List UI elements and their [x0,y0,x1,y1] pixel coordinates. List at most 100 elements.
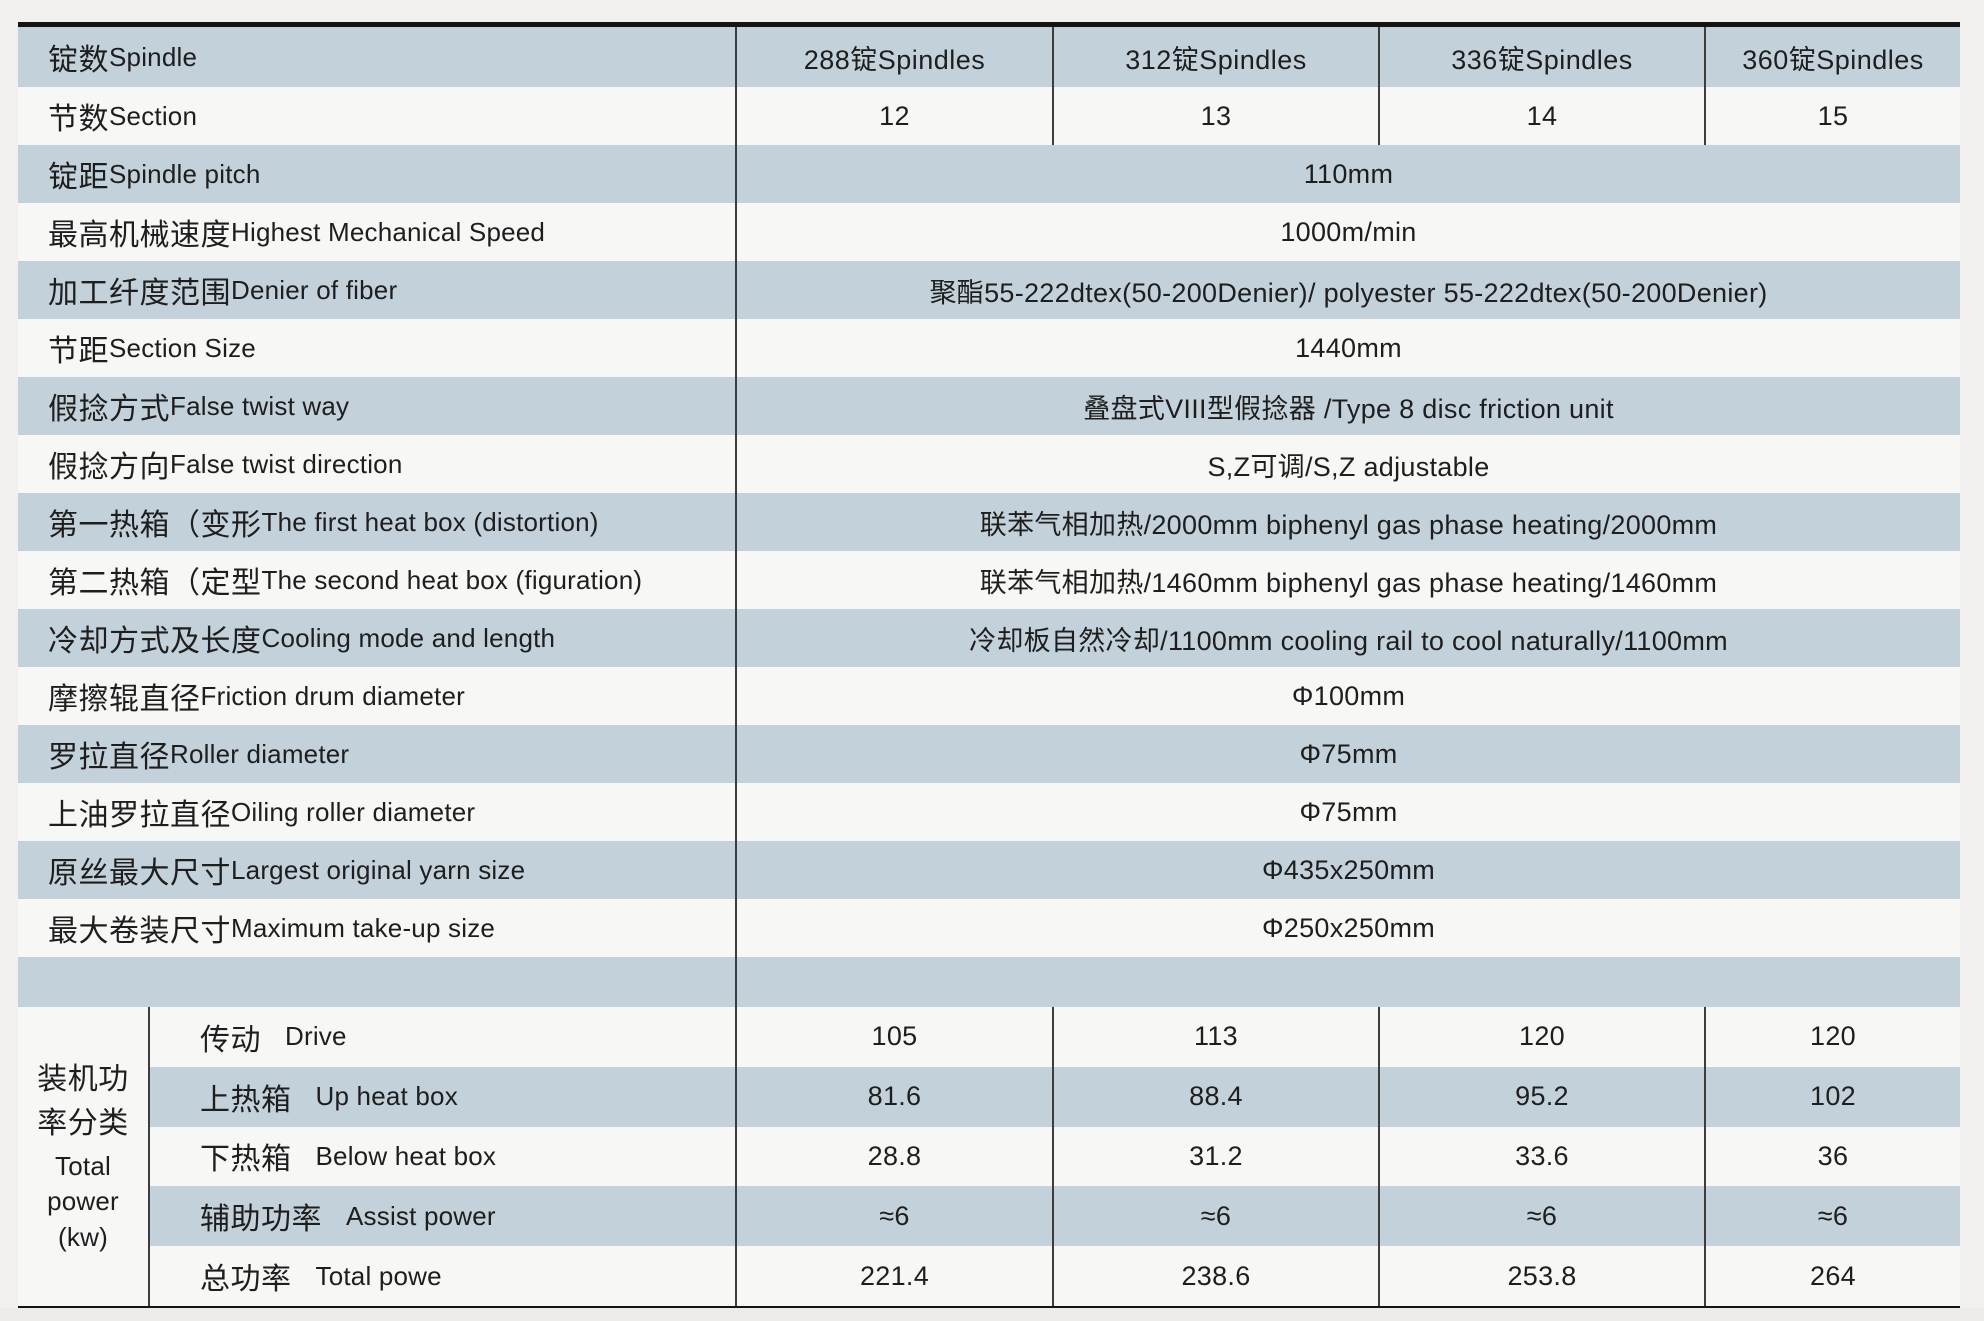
power-label-en: Up heat box [315,1081,458,1112]
spec-label-zh: 锭距 [48,161,109,194]
spec-label-zh: 第二热箱（定型 [48,567,262,600]
spec-label-zh: 加工纤度范围 [48,277,231,310]
spec-label-en: Roller diameter [170,738,350,769]
spec-label-en: The second heat box (figuration) [261,564,643,595]
power-row-label-up-heat-box: 上热箱 Up heat box [148,1066,735,1127]
spec-value: 1440mm [735,319,1960,377]
power-value: 105 [735,1007,1052,1067]
spec-label-zh: 罗拉直径 [48,741,170,774]
spec-label-en: Section Size [109,332,256,363]
spec-value: 1000m/min [735,203,1960,261]
column-header-288: 288锭Spindles [735,27,1052,87]
spec-label: 最大卷装尺寸 Maximum take-up size [18,899,735,957]
spec-value: S,Z可调/S,Z adjustable [735,435,1960,493]
power-value: 253.8 [1378,1246,1704,1306]
power-value: ≈6 [735,1186,1052,1247]
spec-label: 上油罗拉直径 Oiling roller diameter [18,783,735,841]
spec-label-zh: 摩擦辊直径 [48,683,201,716]
spec-label-en: Maximum take-up size [231,912,496,943]
spec-value: Φ100mm [735,667,1960,725]
spacer-row [18,957,1960,1007]
power-value: ≈6 [1052,1186,1378,1247]
spec-value: Φ250x250mm [735,899,1960,957]
section-row-label: 节数 Section [18,87,735,145]
power-value: 238.6 [1052,1246,1378,1306]
section-count-row: 节数 Section 12 13 14 15 [18,87,1960,145]
spec-row-mechanical-speed: 最高机械速度 Highest Mechanical Speed 1000m/min [18,203,1960,261]
spec-row-denier-of-fiber: 加工纤度范围 Denier of fiber 聚酯55-222dtex(50-20… [18,261,1960,319]
power-value: 28.8 [735,1126,1052,1187]
spec-label-en: Largest original yarn size [231,854,526,885]
power-value: 95.2 [1378,1066,1704,1127]
column-header-360: 360锭Spindles [1704,27,1960,87]
spec-row-section-size: 节距 Section Size 1440mm [18,319,1960,377]
spec-label-zh: 假捻方向 [48,451,170,484]
spec-value: Φ75mm [735,783,1960,841]
power-value: 102 [1704,1066,1960,1127]
total-power-header: 装机功率分类 Total power (kw) [18,1007,148,1306]
spec-row-second-heat-box: 第二热箱（定型 The second heat box (figuration) … [18,551,1960,609]
total-power-header-en: Total power (kw) [47,1151,119,1252]
power-label-en: Assist power [346,1200,496,1231]
power-row-label-total-power: 总功率 Total powe [148,1246,735,1306]
section-label-zh: 节数 [48,103,109,136]
spec-label-zh: 第一热箱（变形 [48,509,262,542]
spec-value: 聚酯55-222dtex(50-200Denier)/ polyester 55… [735,261,1960,319]
spec-label: 第二热箱（定型 The second heat box (figuration) [18,551,735,609]
power-row-label-assist-power: 辅助功率 Assist power [148,1186,735,1247]
spec-label-zh: 节距 [48,335,109,368]
power-value: 88.4 [1052,1066,1378,1127]
power-value: 264 [1704,1246,1960,1306]
spec-label-en: Spindle pitch [109,158,261,189]
spec-label-en: Highest Mechanical Speed [231,216,546,247]
column-header-312: 312锭Spindles [1052,27,1378,87]
spec-value: 联苯气相加热/2000mm biphenyl gas phase heating… [735,493,1960,551]
spec-row-false-twist-direction: 假捻方向 False twist direction S,Z可调/S,Z adju… [18,435,1960,493]
power-label-en: Below heat box [315,1140,497,1171]
spacer-cell [735,957,1960,1007]
power-value: 113 [1052,1007,1378,1067]
section-value-312: 13 [1052,87,1378,145]
column-header-336: 336锭Spindles [1378,27,1704,87]
spec-label: 锭距 Spindle pitch [18,145,735,203]
spec-value: 叠盘式VIII型假捻器 /Type 8 disc friction unit [735,377,1960,435]
spec-row-first-heat-box: 第一热箱（变形 The first heat box (distortion) 联… [18,493,1960,551]
spec-row-friction-drum-diameter: 摩擦辊直径 Friction drum diameter Φ100mm [18,667,1960,725]
spec-label-zh: 最大卷装尺寸 [48,915,231,948]
spec-label-zh: 最高机械速度 [48,219,231,252]
power-row-label-below-heat-box: 下热箱 Below heat box [148,1126,735,1187]
section-label-en: Section [109,100,198,131]
spec-label-en: False twist direction [170,448,403,479]
spec-label-en: False twist way [170,390,350,421]
power-value: 120 [1704,1007,1960,1067]
spec-label: 原丝最大尺寸 Largest original yarn size [18,841,735,899]
spec-value: 110mm [735,145,1960,203]
spec-row-false-twist-way: 假捻方式 False twist way 叠盘式VIII型假捻器 /Type 8 … [18,377,1960,435]
spec-label-en: Cooling mode and length [261,622,556,653]
spec-row-largest-yarn-size: 原丝最大尺寸 Largest original yarn size Φ435x25… [18,841,1960,899]
section-value-360: 15 [1704,87,1960,145]
spec-value: Φ75mm [735,725,1960,783]
power-label-zh: 辅助功率 [200,1203,322,1237]
spindle-label-zh: 锭数 [48,44,109,77]
power-label-en: Total powe [315,1260,442,1291]
spec-value: 联苯气相加热/1460mm biphenyl gas phase heating… [735,551,1960,609]
power-label-zh: 上热箱 [200,1083,292,1117]
spec-label: 节距 Section Size [18,319,735,377]
spec-label-en: Oiling roller diameter [231,796,476,827]
spec-row-oiling-roller-diameter: 上油罗拉直径 Oiling roller diameter Φ75mm [18,783,1960,841]
power-value: 81.6 [735,1066,1052,1127]
spec-row-roller-diameter: 罗拉直径 Roller diameter Φ75mm [18,725,1960,783]
spec-label: 最高机械速度 Highest Mechanical Speed [18,203,735,261]
power-label-zh: 下热箱 [200,1143,292,1177]
power-label-zh: 总功率 [200,1263,292,1297]
spec-label: 加工纤度范围 Denier of fiber [18,261,735,319]
spec-label-en: Friction drum diameter [200,680,465,711]
power-row-label-drive: 传动 Drive [148,1007,735,1067]
power-label-en: Drive [285,1021,347,1052]
power-value: ≈6 [1704,1186,1960,1247]
section-value-288: 12 [735,87,1052,145]
power-label-zh: 传动 [200,1023,261,1057]
spec-label-zh: 冷却方式及长度 [48,625,262,658]
spec-label: 冷却方式及长度 Cooling mode and length [18,609,735,667]
